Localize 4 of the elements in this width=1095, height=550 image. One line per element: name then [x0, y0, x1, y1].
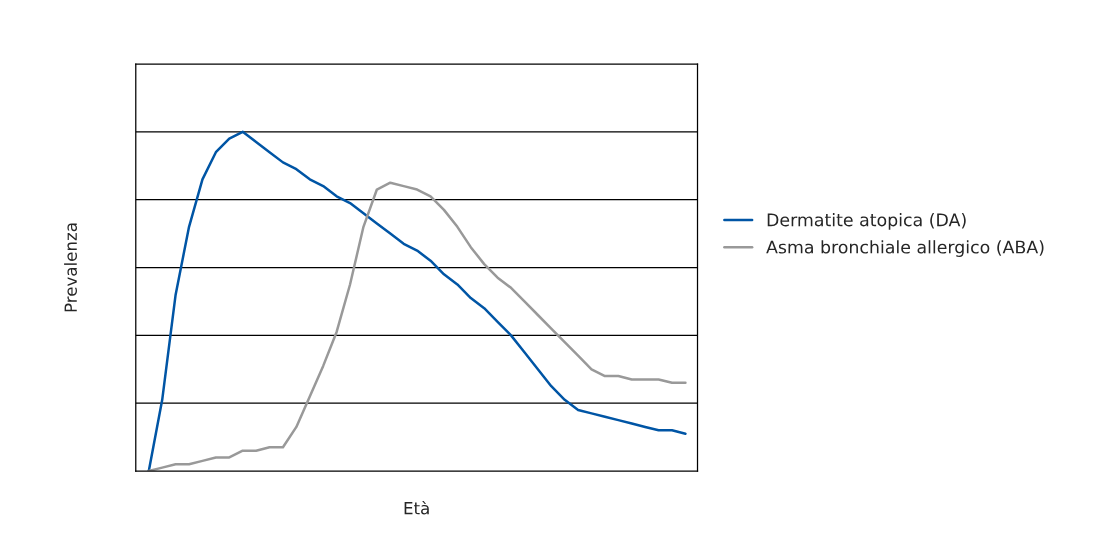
x-axis-title: Età: [404, 500, 429, 515]
y-axis-title: Prevalenza: [64, 223, 77, 312]
legend-label: Dermatite atopica (DA): [767, 212, 966, 230]
legend-label: Asma bronchiale allergico (ABA): [766, 240, 1044, 257]
